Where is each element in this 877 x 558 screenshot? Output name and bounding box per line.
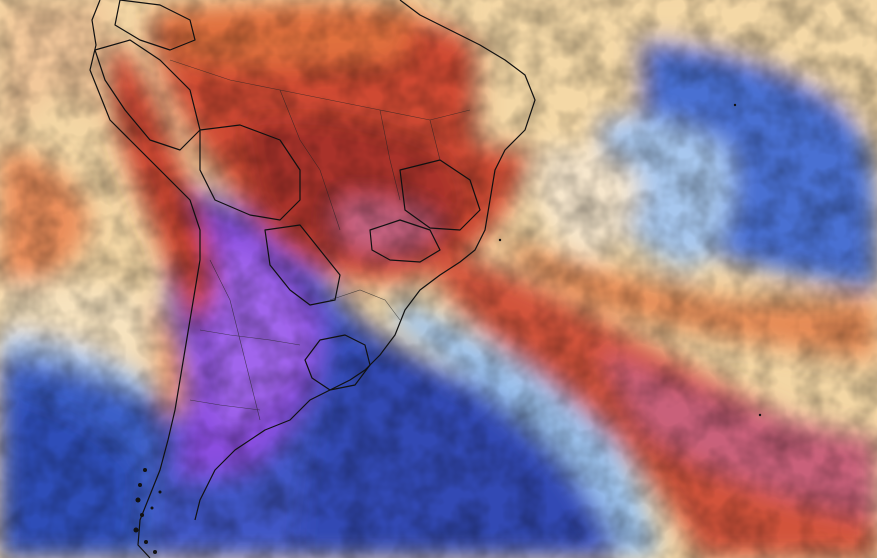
state-border-4 <box>429 119 441 161</box>
sao-paulo-outline <box>369 219 441 263</box>
island <box>758 413 762 417</box>
colombia-outline <box>114 0 196 51</box>
island <box>150 506 154 510</box>
minas-gerais-outline <box>399 159 481 231</box>
state-border-2 <box>279 89 341 231</box>
coastline-layer <box>89 0 536 558</box>
peru-outline <box>94 39 201 151</box>
island <box>138 483 142 487</box>
bolivia-outline <box>199 124 301 221</box>
island <box>135 497 141 503</box>
state-border-5 <box>209 259 261 421</box>
island <box>158 490 162 494</box>
island <box>140 513 144 517</box>
state-border-7 <box>189 399 261 411</box>
state-border-3 <box>379 109 401 201</box>
uruguay-outline <box>304 334 371 391</box>
state-border-8 <box>329 289 401 321</box>
island <box>143 468 147 472</box>
island <box>153 550 157 554</box>
island <box>144 540 148 544</box>
island <box>133 527 139 533</box>
chile-islands <box>133 103 762 554</box>
state-border-layer <box>169 59 471 421</box>
south-america-coastline <box>89 0 536 558</box>
island <box>733 103 737 107</box>
state-border-6 <box>199 329 301 346</box>
paraguay-outline <box>264 224 341 306</box>
island <box>498 238 502 242</box>
